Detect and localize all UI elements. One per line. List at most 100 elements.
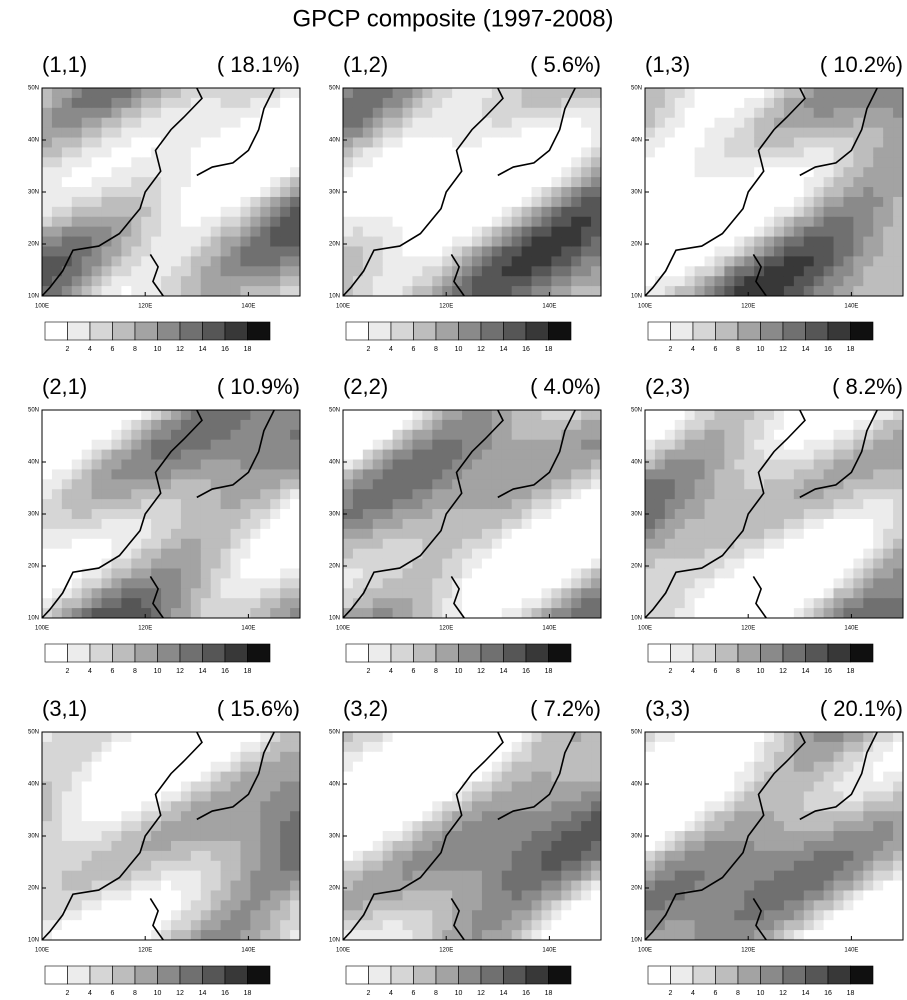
field-cell [744,558,755,569]
field-cell [551,489,562,500]
field-cell [803,107,815,119]
field-cell [220,608,232,619]
field-cell [190,266,202,277]
field-cell [744,890,755,901]
field-cell [101,751,112,763]
field-cell [873,97,884,109]
field-cell [260,449,271,461]
field-cell [91,206,103,218]
field-cell [654,107,666,119]
field-cell [724,206,735,218]
field-cell [101,499,112,510]
field-cell [472,588,483,599]
field-cell [462,177,473,188]
field-cell [61,518,73,530]
field-cell [61,558,73,569]
field-cell [91,821,103,832]
field-cell [200,528,212,540]
field-cell [422,236,433,247]
field-cell [180,870,192,882]
field-cell [783,177,795,188]
field-cell [280,459,291,470]
field-cell [581,429,592,441]
field-cell [81,147,93,158]
field-cell [190,578,202,589]
field-cell [42,236,53,247]
field-cell [803,568,815,579]
field-cell [422,256,433,267]
field-cell [121,538,132,550]
field-cell [372,608,384,619]
field-cell [81,870,93,882]
field-cell [230,117,241,129]
field-cell [803,246,815,257]
field-cell [541,538,552,550]
field-cell [260,568,271,579]
field-cell [501,429,513,441]
lat-label: 40N [329,138,340,144]
field-cell [81,890,93,901]
field-cell [893,147,904,158]
field-cell [491,196,503,208]
field-cell [591,449,602,461]
field-cell [220,910,232,921]
lon-label: 100E [638,626,652,632]
field-cell [343,117,354,129]
field-cell [462,167,473,178]
field-cell [674,137,686,148]
field-cell [352,811,364,822]
field-cell [833,449,844,461]
field-cell [654,276,666,287]
field-cell [754,930,765,941]
field-cell [392,528,404,540]
colorbar-label: 14 [199,346,207,353]
field-cell [734,187,745,198]
field-cell [432,568,443,579]
field-cell [571,538,582,550]
field-cell [774,499,785,510]
field-cell [813,479,825,490]
field-cell [250,598,261,609]
field-cell [422,771,433,783]
field-cell [764,469,775,480]
field-cell [412,206,423,218]
field-cell [674,206,686,218]
field-cell [541,831,552,842]
field-cell [161,811,172,822]
field-cell [893,429,904,441]
field-cell [432,499,443,510]
field-cell [290,528,301,540]
field-cell [664,226,676,238]
field-cell [220,266,232,277]
field-cell [541,429,552,441]
field-cell [180,127,192,139]
field-cell [81,107,93,119]
field-cell [734,568,745,579]
field-cell [893,157,904,168]
field-cell [151,429,162,441]
field-cell [803,216,815,228]
field-cell [101,608,112,619]
field-cell [270,449,281,461]
field-cell [764,88,775,99]
lon-label: 140E [844,626,858,632]
field-cell [774,608,785,619]
field-cell [793,479,805,490]
field-cell [442,558,453,569]
field-cell [724,558,735,569]
field-cell [531,910,542,921]
field-cell [654,558,666,569]
field-cell [744,870,755,882]
field-cell [561,107,572,119]
field-cell [783,429,795,441]
field-cell [372,771,384,783]
field-cell [833,266,844,277]
field-cell [180,548,192,560]
field-cell [674,751,686,763]
field-cell [71,276,83,287]
field-cell [240,419,251,431]
field-cell [151,761,162,773]
field-cell [280,226,291,238]
field-cell [240,890,251,901]
colorbar-label: 16 [824,346,832,353]
